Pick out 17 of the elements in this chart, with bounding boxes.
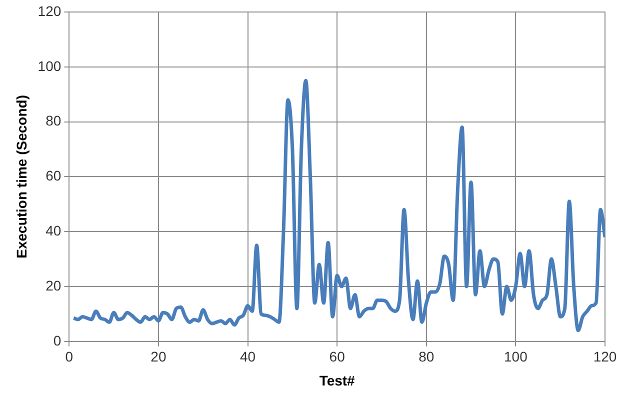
x-axis-title: Test# [319, 372, 356, 388]
x-tick-label: 80 [418, 348, 434, 365]
x-tick-label: 120 [593, 348, 617, 365]
y-tick-label: 0 [53, 332, 62, 348]
x-tick-label: 100 [504, 348, 528, 365]
x-tick-label: 0 [65, 348, 74, 365]
y-axis-title: Execution time (Second) [13, 95, 30, 258]
y-tick-label: 120 [38, 2, 62, 19]
y-tick-label: 40 [46, 222, 62, 238]
y-tick-label: 100 [38, 58, 62, 74]
y-tick-label: 60 [46, 168, 62, 184]
y-tick-label: 80 [46, 112, 62, 129]
line-series [72, 78, 605, 332]
x-tick-label: 40 [240, 348, 256, 365]
y-tick-label: 20 [46, 277, 62, 294]
x-tick-label: 60 [329, 348, 346, 365]
x-tick-label: 20 [150, 348, 166, 365]
